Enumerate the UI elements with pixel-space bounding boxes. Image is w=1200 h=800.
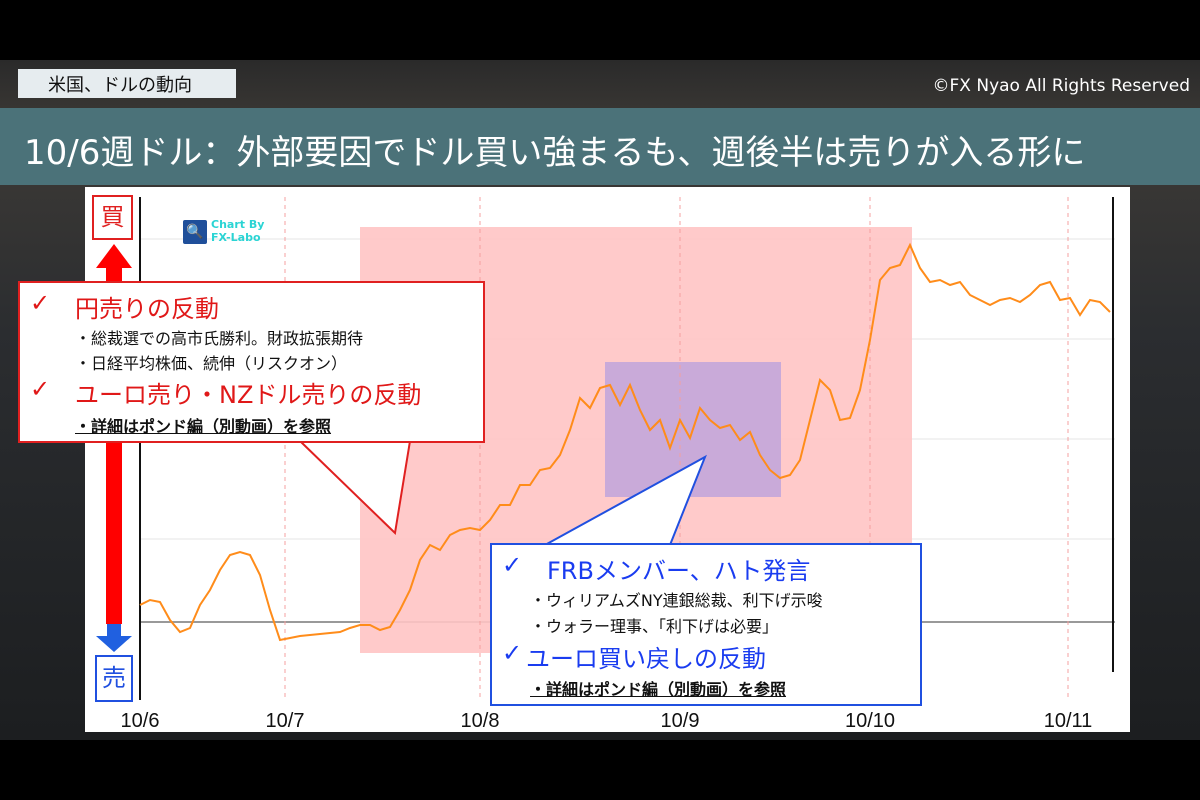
callout-bullet: ・ウォラー理事、「利下げは必要」: [530, 617, 779, 636]
reference-link: ・詳細はポンド編（別動画）を参照: [530, 680, 787, 699]
reference-link: ・詳細はポンド編（別動画）を参照: [75, 417, 332, 436]
x-tick-label: 10/8: [461, 710, 500, 732]
x-tick-label: 10/10: [845, 710, 895, 732]
callout-heading: FRBメンバー、ハト発言: [547, 557, 811, 585]
check-icon: ✓: [502, 639, 523, 667]
callout-bullet: ・総裁選での高市氏勝利。財政拡張期待: [75, 329, 364, 348]
check-icon: ✓: [30, 375, 51, 403]
check-icon: ✓: [502, 551, 523, 579]
callout-bullet: ・ウィリアムズNY連銀総裁、利下げ示唆: [530, 591, 823, 610]
logo-line1: Chart By: [211, 218, 265, 231]
callout-bullet: ・日経平均株価、続伸（リスクオン）: [75, 354, 348, 373]
copyright: ©FX Nyao All Rights Reserved: [932, 76, 1190, 96]
x-tick-label: 10/6: [121, 710, 160, 732]
left-callout: ✓ 円売りの反動 ・総裁選での高市氏勝利。財政拡張期待 ・日経平均株価、続伸（リ…: [18, 281, 485, 443]
x-tick-label: 10/9: [661, 710, 700, 732]
price-line: [139, 242, 1111, 642]
topic-label: 米国、ドルの動向: [18, 69, 236, 98]
callout-heading: ユーロ買い戻しの反動: [526, 645, 766, 673]
sell-label: 売: [95, 655, 133, 702]
buy-label: 買: [92, 195, 133, 240]
slide-title: 10/6週ドル：外部要因でドル買い強まるも、週後半は売りが入る形に: [0, 108, 1200, 185]
callout-heading: ユーロ売り・NZドル売りの反動: [75, 381, 422, 409]
magnifier-chart-icon: 🔍: [183, 220, 207, 244]
logo-line2: FX-Labo: [211, 231, 261, 244]
callout-heading: 円売りの反動: [75, 295, 219, 323]
x-tick-label: 10/11: [1044, 710, 1093, 732]
check-icon: ✓: [30, 289, 51, 317]
chart-by-logo: 🔍 Chart By FX-Labo: [183, 218, 288, 246]
x-tick-label: 10/7: [266, 710, 305, 732]
right-callout: ✓ FRBメンバー、ハト発言 ・ウィリアムズNY連銀総裁、利下げ示唆 ・ウォラー…: [490, 543, 922, 706]
